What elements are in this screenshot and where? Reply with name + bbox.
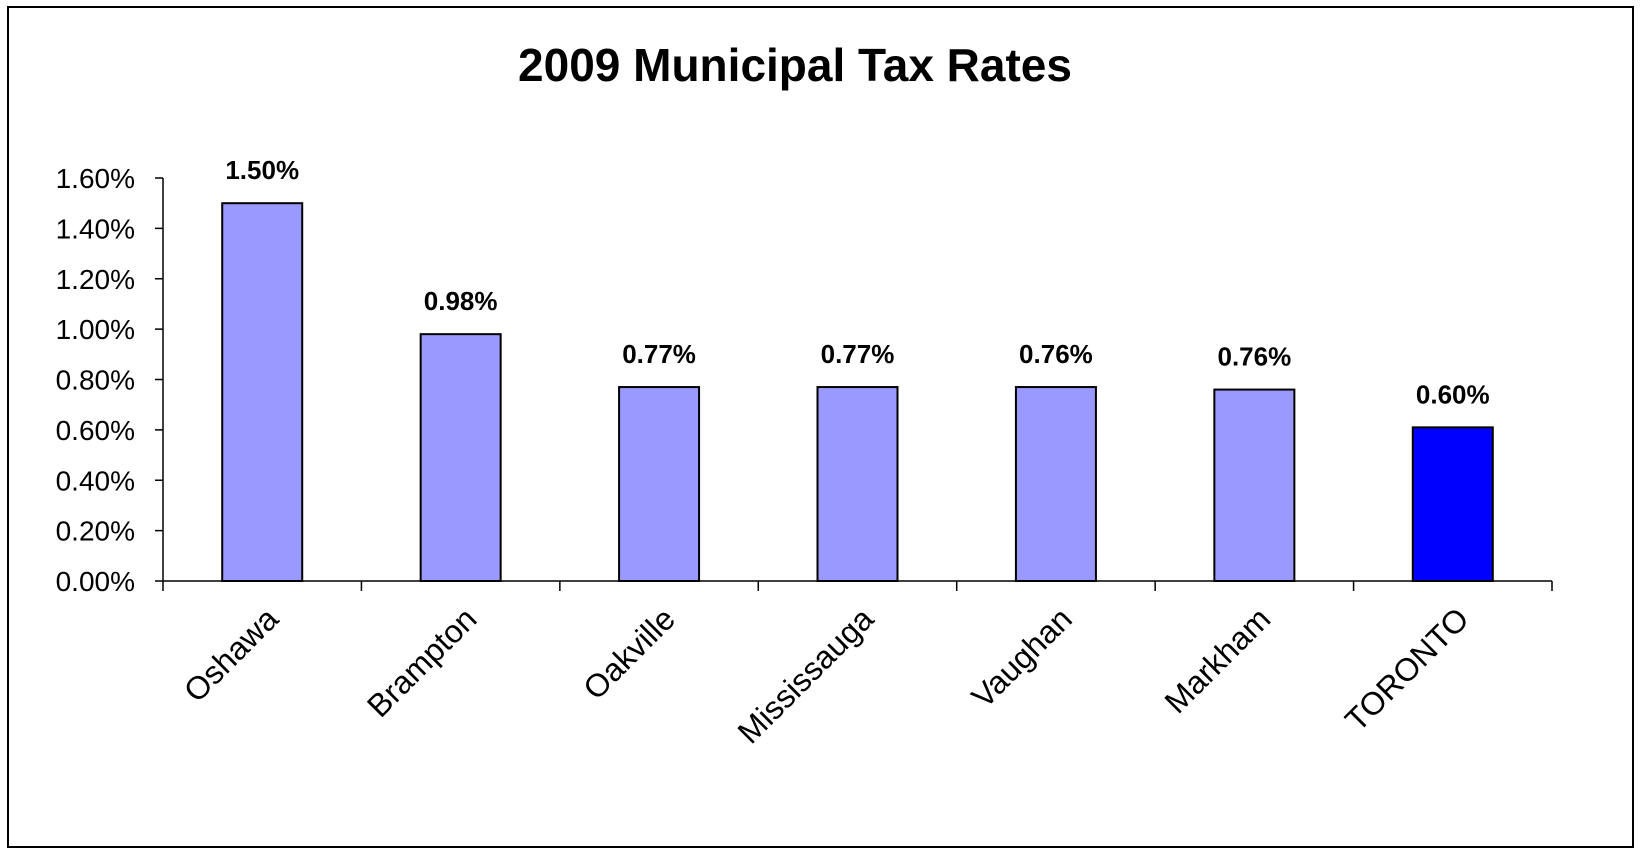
category-label: Mississauga [730,600,880,750]
bars [221,202,1494,583]
y-tick-label: 0.00% [56,566,135,597]
bar-toronto [1411,426,1494,583]
data-labels: 1.50% 0.98% 0.77% 0.77% 0.76% 0.76% 0.60% [225,155,1489,409]
y-tick-label: 0.40% [56,465,135,496]
y-tick-label: 1.40% [56,213,135,244]
y-tick-label: 1.00% [56,314,135,345]
category-label: Vaughan [965,600,1079,714]
chart-title: 2009 Municipal Tax Rates [518,39,1072,91]
data-label: 1.50% [225,155,299,185]
y-axis: 0.00% 0.20% 0.40% 0.60% 0.80% 1.00% 1.20% 1.40%… [56,163,164,597]
category-labels: Oshawa Brampton Oakville Mississauga Vaughan… [177,600,1476,750]
data-label: 0.76% [1019,339,1093,369]
bar-brampton [419,333,502,582]
category-label: Markham [1158,600,1278,720]
bar-markham [1213,388,1296,583]
category-label: Brampton [360,600,484,724]
bar-mississauga [816,386,899,582]
y-tick-label: 1.20% [56,264,135,295]
y-tick-label: 0.20% [56,516,135,547]
y-tick-label: 0.60% [56,415,135,446]
category-label: Oshawa [177,600,286,709]
data-label: 0.77% [821,339,895,369]
data-label: 0.60% [1416,379,1490,409]
bar-oakville [618,386,701,582]
bar-vaughan [1014,386,1097,582]
bar-oshawa [221,202,304,582]
category-label: TORONTO [1338,600,1476,738]
data-label: 0.76% [1217,342,1291,372]
category-label: Oakville [576,600,682,706]
data-label: 0.98% [424,286,498,316]
x-axis [162,580,1553,591]
y-tick-label: 0.80% [56,365,135,396]
y-tick-label: 1.60% [56,163,135,194]
data-label: 0.77% [622,339,696,369]
